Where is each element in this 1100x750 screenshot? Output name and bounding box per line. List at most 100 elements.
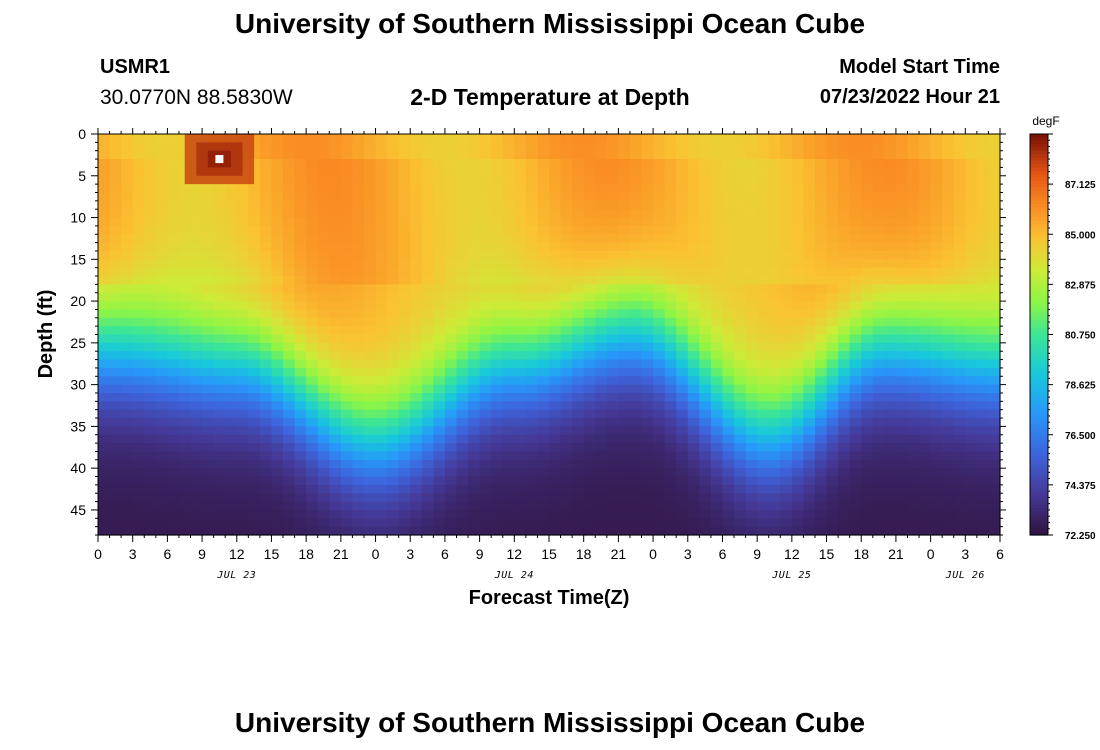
heatmap-cell xyxy=(595,200,608,210)
heatmap-cell xyxy=(838,376,851,386)
heatmap-cell xyxy=(444,292,458,302)
heatmap-cell xyxy=(780,250,793,260)
heatmap-cell xyxy=(919,301,932,311)
heatmap-cell xyxy=(525,150,539,160)
heatmap-cell xyxy=(687,209,700,219)
heatmap-cell xyxy=(919,317,932,327)
heatmap-cell xyxy=(907,484,920,494)
heatmap-cell xyxy=(468,509,481,519)
heatmap-cell xyxy=(826,359,839,369)
heatmap-cell xyxy=(433,342,446,352)
heatmap-cell xyxy=(803,150,816,160)
heatmap-cell xyxy=(814,225,828,235)
heatmap-cell xyxy=(375,334,388,344)
heatmap-cell xyxy=(491,159,504,169)
heatmap-cell xyxy=(306,301,319,311)
heatmap-cell xyxy=(202,342,215,352)
heatmap-cell xyxy=(294,526,307,536)
heatmap-cell xyxy=(664,301,677,311)
heatmap-cell xyxy=(271,384,284,394)
heatmap-cell xyxy=(664,351,677,361)
heatmap-cell xyxy=(930,409,943,419)
heatmap-cell xyxy=(329,317,342,327)
heatmap-cell xyxy=(340,217,354,227)
heatmap-cell xyxy=(537,142,550,152)
heatmap-cell xyxy=(780,418,793,427)
heatmap-cell xyxy=(884,392,897,402)
heatmap-cell xyxy=(491,142,504,152)
heatmap-cell xyxy=(930,342,943,352)
heatmap-cell xyxy=(629,175,643,185)
heatmap-cell xyxy=(849,217,862,227)
heatmap-cell xyxy=(167,276,180,285)
heatmap-cell xyxy=(641,276,654,285)
heatmap-cell xyxy=(664,476,677,486)
colorbar-tick-label: 76.500 xyxy=(1065,431,1096,442)
heatmap-cell xyxy=(687,526,700,536)
heatmap-cell xyxy=(398,526,411,536)
heatmap-cell xyxy=(98,501,111,511)
heatmap-cell xyxy=(895,209,909,219)
heatmap-cell xyxy=(664,234,677,244)
heatmap-cell xyxy=(294,392,307,402)
heatmap-cell xyxy=(814,217,828,227)
heatmap-cell xyxy=(178,259,192,269)
heatmap-cell xyxy=(479,301,492,311)
heatmap-cell xyxy=(387,418,400,427)
heatmap-cell xyxy=(907,401,920,411)
heatmap-cell xyxy=(803,209,816,219)
heatmap-cell xyxy=(248,484,261,494)
heatmap-cell xyxy=(283,242,296,252)
heatmap-cell xyxy=(780,367,793,377)
heatmap-cell xyxy=(664,150,677,160)
heatmap-cell xyxy=(98,175,111,185)
heatmap-cell xyxy=(699,418,712,427)
heatmap-cell xyxy=(872,484,885,494)
heatmap-cell xyxy=(340,376,354,386)
heatmap-cell xyxy=(687,392,700,402)
heatmap-cell xyxy=(456,359,469,369)
heatmap-cell xyxy=(734,401,747,411)
heatmap-cell xyxy=(988,351,1001,361)
heatmap-cell xyxy=(664,259,677,269)
heatmap-cell xyxy=(421,167,434,177)
heatmap-cell xyxy=(722,150,735,160)
heatmap-cell xyxy=(132,334,145,344)
heatmap-cell xyxy=(861,142,874,152)
heatmap-cell xyxy=(907,250,920,260)
heatmap-cell xyxy=(468,342,481,352)
heatmap-cell xyxy=(248,209,261,219)
heatmap-cell xyxy=(259,443,273,453)
heatmap-cell xyxy=(259,434,273,444)
heatmap-cell xyxy=(606,309,619,319)
colorbar-segment xyxy=(1030,174,1048,179)
x-tick-label: 6 xyxy=(441,546,449,562)
colorbar-segment xyxy=(1030,331,1048,336)
heatmap-cell xyxy=(178,434,192,444)
heatmap-cell xyxy=(572,443,585,453)
heatmap-cell xyxy=(456,242,469,252)
heatmap-cell xyxy=(722,184,735,194)
heatmap-cell xyxy=(98,509,111,519)
heatmap-cell xyxy=(976,209,990,219)
heatmap-cell xyxy=(132,276,145,285)
heatmap-cell xyxy=(884,167,897,177)
heatmap-cell xyxy=(699,276,712,285)
heatmap-cell xyxy=(895,501,909,511)
heatmap-cell xyxy=(780,200,793,210)
heatmap-cell xyxy=(363,150,377,160)
heatmap-cell xyxy=(780,351,793,361)
heatmap-cell xyxy=(734,234,747,244)
heatmap-cell xyxy=(722,317,735,327)
heatmap-cell xyxy=(618,367,631,377)
heatmap-cell xyxy=(664,200,677,210)
heatmap-cell xyxy=(826,401,839,411)
heatmap-cell xyxy=(826,418,839,427)
heatmap-cell xyxy=(653,493,666,503)
heatmap-cell xyxy=(167,384,180,394)
heatmap-cell xyxy=(329,142,342,152)
heatmap-cell xyxy=(560,284,573,294)
heatmap-cell xyxy=(317,167,330,177)
heatmap-cell xyxy=(849,501,862,511)
heatmap-cell xyxy=(803,167,816,177)
